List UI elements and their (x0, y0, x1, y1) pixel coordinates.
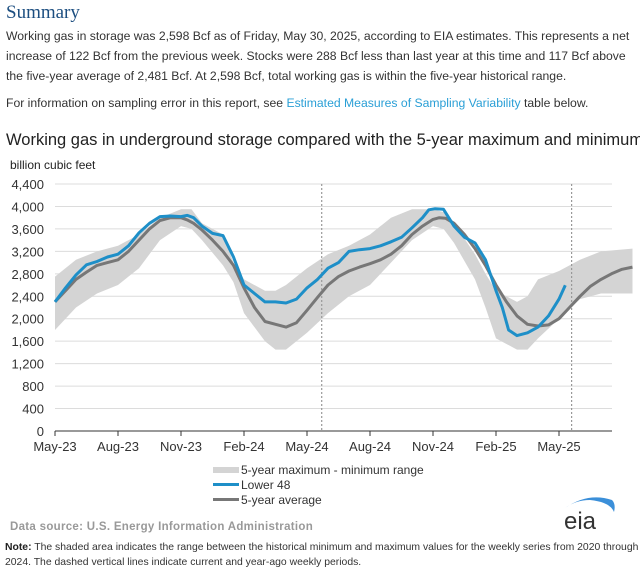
x-tick-label: Aug-23 (97, 439, 139, 454)
summary-title: Summary (6, 2, 80, 23)
data-source: Data source: U.S. Energy Information Adm… (10, 521, 314, 533)
y-tick-label: 400 (22, 402, 44, 417)
sampling-suffix: table below. (520, 96, 589, 110)
series-line-5-year-average (53, 216, 633, 329)
legend-item-range: 5-year maximum - minimum range (213, 462, 424, 477)
x-tick-label: Feb-25 (475, 439, 516, 454)
legend-swatch-average (213, 498, 239, 501)
legend-swatch-lower-48 (213, 483, 239, 486)
eia-logo-text: eia (564, 508, 597, 532)
chart-note: Note: The shaded area indicates the rang… (5, 540, 640, 570)
y-tick-label: 3,200 (11, 244, 44, 259)
x-tick-label: May-24 (285, 439, 328, 454)
x-tick-label: Aug-24 (349, 439, 391, 454)
legend-item-average: 5-year average (213, 492, 424, 507)
x-tick-labels: May-23 Aug-23 Nov-23 Feb-24 May-24 Aug-24 Nov-… (33, 431, 581, 454)
dashed-lines (321, 184, 573, 431)
y-tick-label: 1,200 (11, 357, 44, 372)
legend-swatch-range (213, 466, 239, 473)
x-tick-label: Feb-24 (223, 439, 264, 454)
note-text: The shaded area indicates the range betw… (5, 542, 639, 568)
note-label: Note: (5, 542, 32, 553)
series-line-lower-48 (53, 207, 567, 338)
range-area (55, 209, 633, 350)
y-tick-label: 2,000 (11, 312, 44, 327)
legend-label-average: 5-year average (241, 492, 322, 507)
y-tick-labels: 0 400 800 1,200 1,600 2,000 2,400 2,800 3,200 3,6… (11, 177, 44, 439)
eia-logo: eia (564, 497, 615, 532)
y-tick-label: 800 (22, 379, 44, 394)
y-tick-label: 2,800 (11, 267, 44, 282)
x-tick-label: Nov-24 (412, 439, 454, 454)
y-tick-label: 0 (37, 424, 44, 439)
chart-title: Working gas in underground storage compa… (6, 131, 640, 149)
y-axis-label: billion cubic feet (10, 158, 96, 172)
sampling-variability-link[interactable]: Estimated Measures of Sampling Variabili… (286, 96, 521, 110)
eia-logo-arc-icon (565, 497, 615, 512)
y-tick-label: 1,600 (11, 334, 44, 349)
summary-text: Working gas in storage was 2,598 Bcf as … (6, 29, 630, 83)
y-tick-label: 4,400 (11, 177, 44, 192)
storage-chart: billion cubic feet 0 400 800 1,200 1,600 2,00… (10, 158, 633, 454)
y-tick-label: 2,400 (11, 289, 44, 304)
sampling-prefix: For information on sampling error in thi… (6, 96, 287, 110)
legend: 5-year maximum - minimum range Lower 48 … (213, 462, 424, 507)
x-tick-label: Nov-23 (160, 439, 202, 454)
legend-label-lower-48: Lower 48 (241, 477, 291, 492)
y-tick-label: 4,000 (11, 199, 44, 214)
x-tick-label: May-25 (537, 439, 580, 454)
legend-label-range: 5-year maximum - minimum range (241, 462, 424, 477)
x-tick-label: May-23 (33, 439, 76, 454)
y-tick-label: 3,600 (11, 222, 44, 237)
sampling-text: For information on sampling error in thi… (6, 96, 588, 110)
legend-item-lower-48: Lower 48 (213, 477, 424, 492)
